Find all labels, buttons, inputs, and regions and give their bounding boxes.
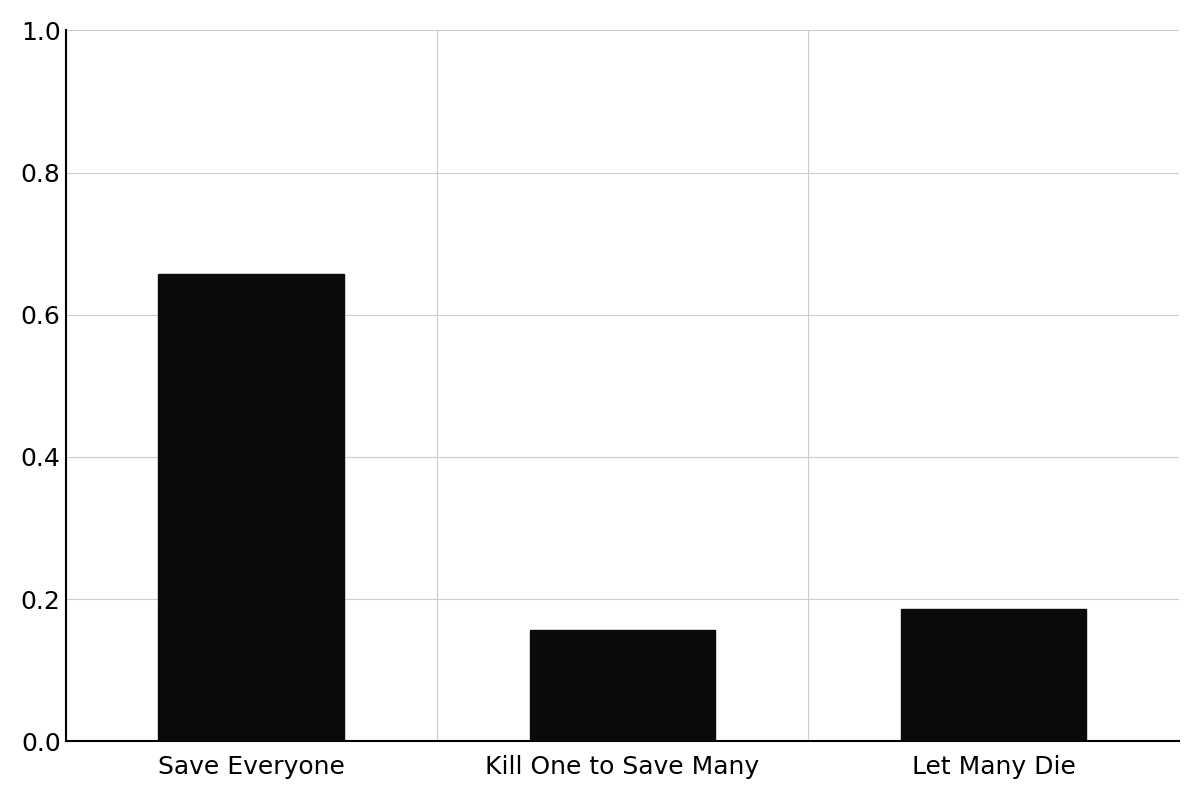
Bar — [158, 274, 344, 742]
Bar — [901, 609, 1086, 742]
Bar — [529, 630, 715, 742]
